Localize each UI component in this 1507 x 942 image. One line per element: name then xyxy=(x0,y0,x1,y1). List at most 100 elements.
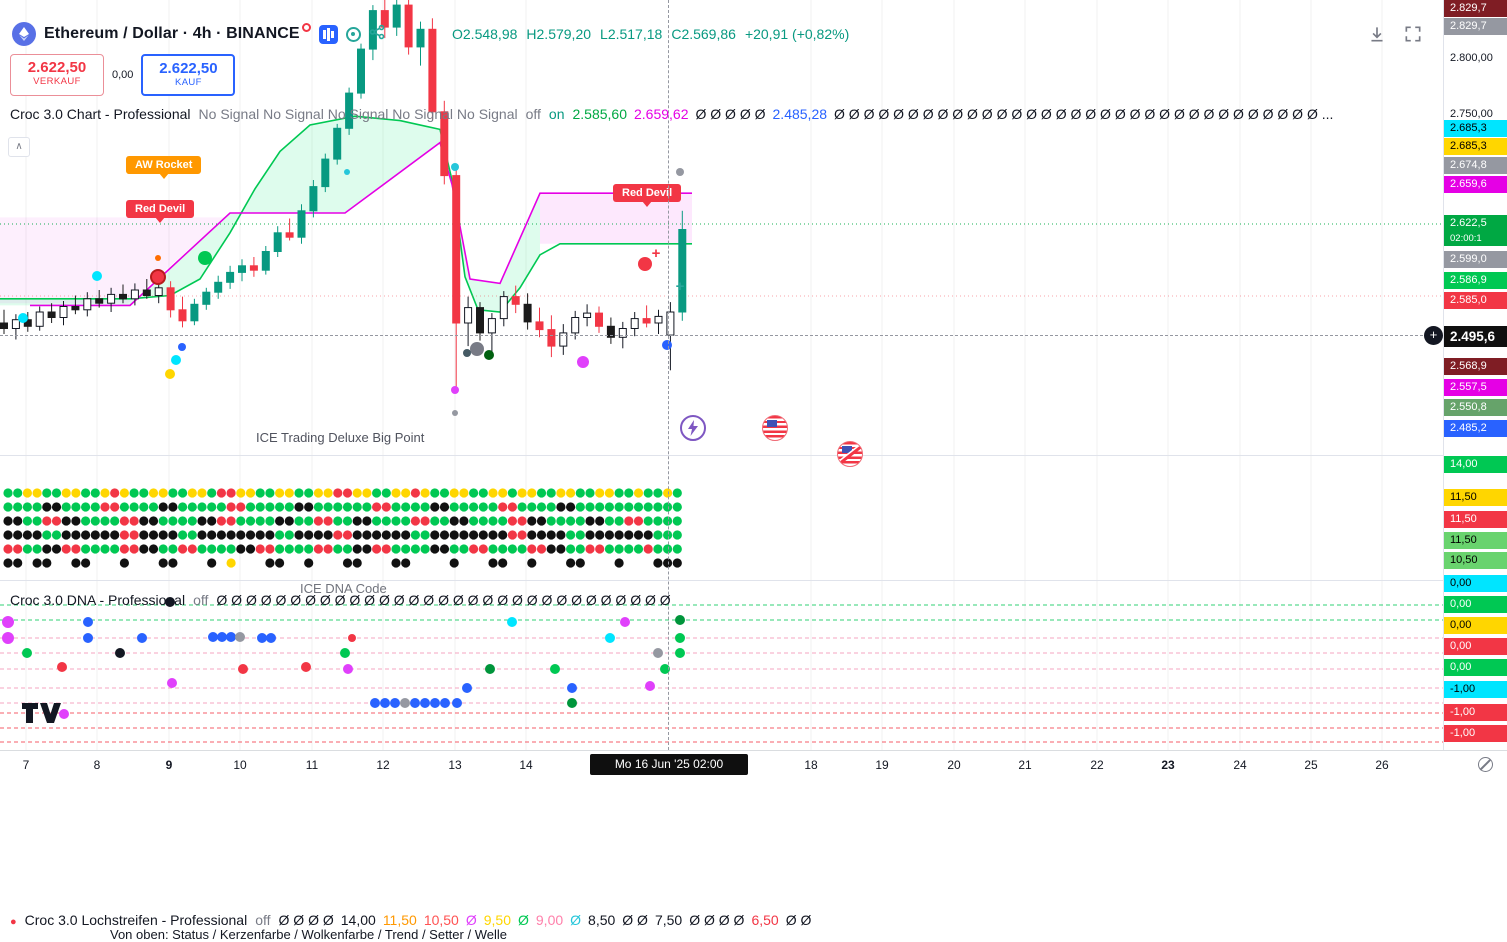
legend-value: 9,00 xyxy=(535,912,564,928)
signal-label: Red Devil xyxy=(126,200,195,218)
price-label: 2.750,00 xyxy=(1450,107,1493,120)
legend-value: 2.659,62 xyxy=(634,106,689,122)
collapse-panel-button[interactable]: ∧ xyxy=(8,137,30,157)
price-label: 2.674,8 xyxy=(1444,156,1507,174)
price-label: -1,00 xyxy=(1444,724,1507,742)
price-label: 10,50 xyxy=(1444,551,1507,569)
symbol-title[interactable]: Ethereum / Dollar · 4h · BINANCE xyxy=(44,25,300,42)
alert-dot-icon xyxy=(301,22,311,32)
time-axis-label: 18 xyxy=(804,758,818,772)
time-axis-label: 10 xyxy=(233,758,247,772)
crosshair-horizontal xyxy=(0,335,1443,336)
legend-value: 10,50 xyxy=(423,912,459,928)
price-label: 2.685,3 xyxy=(1444,137,1507,155)
price-label: 2.550,8 xyxy=(1444,398,1507,416)
price-label: 11,50 xyxy=(1444,488,1507,506)
price-label: 0,00 xyxy=(1444,658,1507,676)
legend-value: Ø Ø xyxy=(785,912,812,928)
indicator-title-chart[interactable]: Croc 3.0 Chart - Professional xyxy=(10,106,191,122)
price-label: 2.622,5 xyxy=(1444,214,1507,232)
legend-value: Ø Ø xyxy=(622,912,648,928)
add-alert-plus-icon[interactable]: + xyxy=(1424,326,1443,345)
legend-value: Ø Ø Ø Ø xyxy=(278,912,334,928)
indicator-dot-icon xyxy=(10,912,17,928)
price-label: 02:00:1 xyxy=(1444,232,1507,246)
indicator-off-toggle[interactable]: off xyxy=(525,106,541,122)
price-label: 11,50 xyxy=(1444,510,1507,528)
time-axis-label: 9 xyxy=(165,758,173,772)
us-flag-event-icon[interactable] xyxy=(762,415,788,441)
time-axis-label: 13 xyxy=(448,758,462,772)
time-axis-label: 8 xyxy=(93,758,101,772)
price-label: 0,00 xyxy=(1444,595,1507,613)
time-axis-label: 12 xyxy=(376,758,390,772)
broker-panel-icon[interactable] xyxy=(318,24,338,44)
scale-settings-icon[interactable] xyxy=(1478,757,1493,772)
sell-button[interactable]: 2.622,50 VERKAUF xyxy=(10,54,104,96)
time-axis-label: 21 xyxy=(1018,758,1032,772)
lochstreifen-off-toggle[interactable]: off xyxy=(255,912,271,928)
buy-button[interactable]: 2.622,50 KAUF xyxy=(141,54,236,96)
crosshair-vertical xyxy=(668,0,669,750)
price-label: 2.557,5 xyxy=(1444,378,1507,396)
indicator-on-toggle[interactable]: on xyxy=(548,106,565,122)
spread-value: 0,00 xyxy=(112,69,134,81)
legend-value: 2.485,28 xyxy=(772,106,828,122)
price-label: 2.586,9 xyxy=(1444,271,1507,289)
price-change: +20,91 (+0,82%) xyxy=(744,26,850,42)
tradingview-logo[interactable] xyxy=(20,700,64,731)
us-flag-event-muted-icon[interactable] xyxy=(837,441,863,467)
indicator-title-dna[interactable]: Croc 3.0 DNA - Professional xyxy=(10,592,186,608)
time-axis-label: 25 xyxy=(1304,758,1318,772)
svg-text:+: + xyxy=(676,278,685,295)
legend-value: 7,50 xyxy=(654,912,683,928)
price-label: 2.568,9 xyxy=(1444,357,1507,375)
download-icon[interactable] xyxy=(1367,24,1387,44)
time-axis-label: 11 xyxy=(305,758,319,772)
svg-text:+: + xyxy=(652,245,661,262)
candlestick-chart[interactable]: ++ xyxy=(0,0,1443,455)
dna-off-toggle[interactable]: off xyxy=(193,592,209,608)
price-scale[interactable]: 2.829,7 2.829,7 2.800,00 2.750,00 2.685,3 2.6… xyxy=(1443,0,1507,750)
legend-value: Ø xyxy=(570,912,582,928)
legend-value: 14,00 xyxy=(340,912,376,928)
price-label: 11,50 xyxy=(1444,531,1507,549)
economic-event-lightning-icon[interactable] xyxy=(680,415,706,441)
time-axis-label: 19 xyxy=(875,758,889,772)
ethereum-icon xyxy=(12,22,36,46)
header: Ethereum / Dollar · 4h · BINANCE O2.548,… xyxy=(0,0,1443,50)
trade-widget: 2.622,50 VERKAUF 0,00 2.622,50 KAUF xyxy=(10,54,236,96)
time-axis-label: 26 xyxy=(1375,758,1389,772)
signal-label: Red Devil xyxy=(613,184,682,202)
dna-values: Ø Ø Ø Ø Ø Ø Ø Ø Ø Ø Ø Ø Ø Ø Ø Ø Ø Ø Ø Ø … xyxy=(216,592,671,608)
price-label: 2.829,7 xyxy=(1444,17,1507,35)
price-label: 0,00 xyxy=(1444,616,1507,634)
main-chart-panel[interactable]: + + ∧ Croc 3.0 Chart - Professional No Si… xyxy=(0,0,1443,467)
price-label: 2.800,00 xyxy=(1450,51,1493,64)
time-axis-label: 22 xyxy=(1090,758,1104,772)
legend-value: Ø xyxy=(465,912,477,928)
price-label: 2.485,2 xyxy=(1444,419,1507,437)
ice-dna-title: ICE DNA Code xyxy=(300,581,387,596)
price-label: 2.585,0 xyxy=(1444,291,1507,309)
share-icon[interactable] xyxy=(369,24,385,45)
price-label: 2.495,6 xyxy=(1444,325,1507,347)
legend-value: Ø Ø Ø Ø Ø xyxy=(695,106,766,122)
time-axis-label: 7 xyxy=(22,758,30,772)
legend-value: 8,50 xyxy=(588,912,616,928)
price-label: -1,00 xyxy=(1444,680,1507,698)
price-label: 2.659,6 xyxy=(1444,175,1507,193)
dna-panel[interactable]: ICE DNA Code Croc 3.0 DNA - Professional… xyxy=(0,580,1443,751)
fullscreen-icon[interactable] xyxy=(1403,24,1423,44)
indicator-title-lochstreifen[interactable]: Croc 3.0 Lochstreifen - Professional xyxy=(24,912,248,928)
crosshair-date-label: Mo 16 Jun '25 02:00 xyxy=(590,754,748,775)
price-label: 0,00 xyxy=(1444,637,1507,655)
price-label: 2.685,3 xyxy=(1444,119,1507,137)
indicator-signals: No Signal No Signal No Signal No Signal … xyxy=(198,106,518,122)
lochstreifen-panel[interactable]: Croc 3.0 Lochstreifen - Professional off… xyxy=(0,455,1443,942)
dot-matrix xyxy=(3,456,1383,581)
legend-value: 2.585,60 xyxy=(572,106,628,122)
compare-icon[interactable] xyxy=(345,26,361,42)
time-axis[interactable]: Mo 16 Jun '25 02:00 7 8 9 10 11 12 13 14 18 19 20 2… xyxy=(0,750,1507,778)
price-label: 14,00 xyxy=(1444,455,1507,473)
